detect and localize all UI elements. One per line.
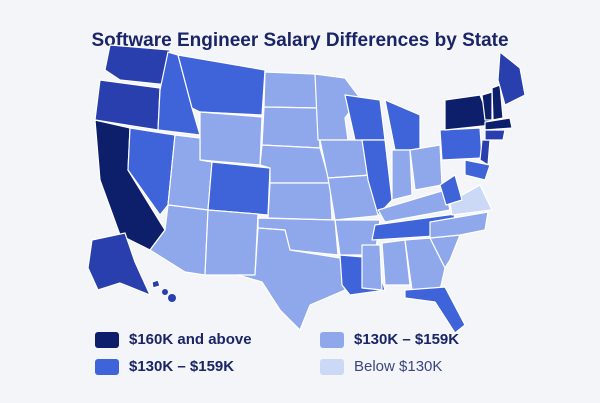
state-ne — [259, 144, 331, 184]
state-co — [207, 161, 271, 216]
legend-item-130k-159k-dark: $130K – $159K — [95, 358, 234, 375]
state-vt — [481, 91, 493, 121]
state-ct — [484, 129, 506, 141]
state-ak — [87, 232, 151, 296]
legend-item-130k-159k-light: $130K – $159K — [320, 331, 459, 348]
state-ga — [404, 237, 446, 291]
state-nh — [491, 84, 504, 121]
legend-swatch — [320, 331, 344, 348]
state-oh — [409, 144, 443, 191]
legend-swatch — [320, 358, 344, 375]
legend-label: Below $130K — [354, 358, 443, 375]
state-wy — [199, 111, 263, 166]
state-fl — [404, 286, 466, 334]
state-wv — [439, 174, 463, 206]
state-hi-island — [162, 289, 168, 295]
state-mi — [384, 99, 421, 151]
state-nc — [429, 211, 489, 239]
state-tx — [237, 227, 346, 331]
state-hi-island — [168, 294, 176, 302]
state-pa — [439, 127, 483, 161]
state-wa — [104, 44, 171, 86]
page-title: Software Engineer Salary Differences by … — [91, 30, 509, 51]
state-me — [497, 51, 526, 106]
state-mn — [314, 73, 361, 141]
state-sd — [261, 106, 321, 149]
legend-swatch — [95, 358, 119, 375]
state-nv — [127, 127, 176, 216]
state-nj — [479, 139, 491, 166]
state-md — [464, 159, 491, 181]
legend-label: $130K – $159K — [129, 358, 235, 375]
legend-item-below-130k: Below $130K — [320, 358, 442, 375]
state-mt — [177, 54, 266, 116]
state-al — [381, 239, 411, 286]
state-az — [149, 204, 209, 276]
state-hi — [151, 279, 161, 289]
state-wi — [344, 94, 386, 141]
legend-item-160k-above: $160K and above — [95, 331, 252, 348]
legend-swatch — [95, 331, 119, 348]
state-ms — [361, 244, 383, 291]
state-nm — [204, 209, 259, 276]
state-va — [449, 184, 493, 216]
state-ky — [377, 189, 451, 223]
state-nd — [263, 71, 319, 109]
legend-label: $130K – $159K — [354, 331, 460, 348]
state-ks — [267, 182, 333, 221]
state-in — [391, 149, 413, 201]
legend-label: $160K and above — [129, 331, 252, 348]
state-ma — [484, 117, 513, 131]
